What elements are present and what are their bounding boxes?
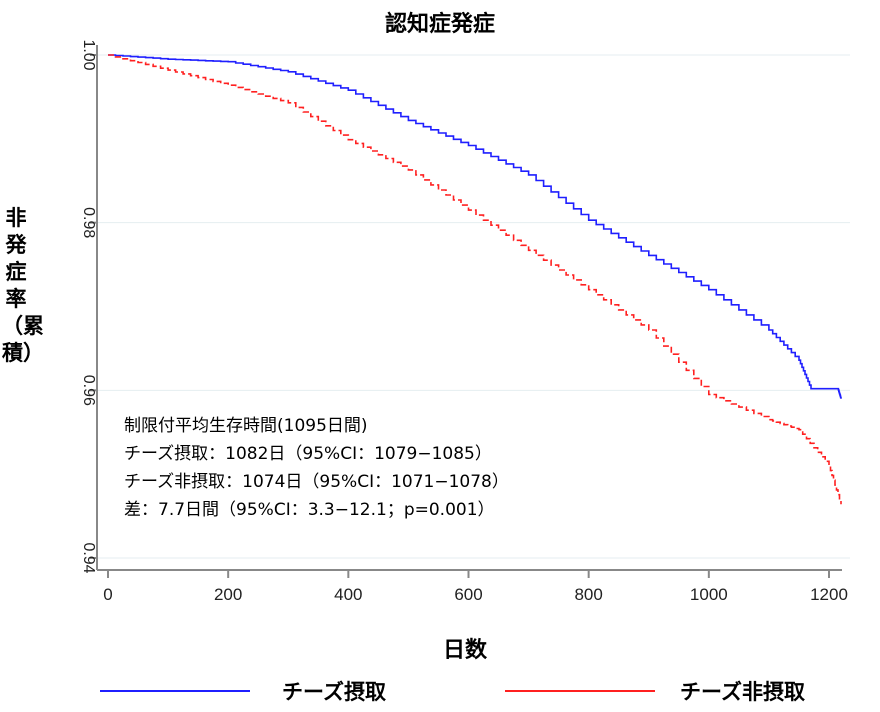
annotation-line: 差：7.7日間（95%CI：3.3−12.1；p=0.001）: [124, 500, 495, 520]
x-tick-label: 400: [334, 585, 362, 604]
annotation-line: チーズ非摂取：1074日（95%CI：1071−1078）: [124, 472, 509, 492]
series-line-no-cheese: [108, 54, 842, 505]
x-axis-label: 日数: [442, 638, 487, 663]
y-tick-label: 0.94: [80, 542, 97, 573]
x-tick-label: 0: [103, 585, 112, 604]
chart-title: 認知症発症: [384, 12, 495, 37]
x-tick-label: 800: [574, 585, 602, 604]
x-tick-label: 1000: [690, 585, 728, 604]
y-tick-label: 0.96: [80, 375, 97, 406]
legend-label-no-cheese: チーズ非摂取: [680, 680, 805, 704]
annotation-box: 制限付平均生存時間(1095日間) チーズ摂取：1082日（95%CI：1079…: [124, 412, 509, 524]
legend-label-cheese: チーズ摂取: [282, 680, 386, 704]
x-tick-label: 1200: [810, 585, 848, 604]
annotation-line: 制限付平均生存時間(1095日間): [124, 416, 368, 436]
y-tick-label: 1.00: [80, 39, 97, 70]
x-tick-label: 200: [214, 585, 242, 604]
y-tick-label: 0.98: [80, 207, 97, 238]
series-line-cheese: [108, 54, 842, 399]
annotation-line: チーズ摂取：1082日（95%CI：1079−1085）: [124, 444, 492, 464]
x-tick-label: 600: [454, 585, 482, 604]
